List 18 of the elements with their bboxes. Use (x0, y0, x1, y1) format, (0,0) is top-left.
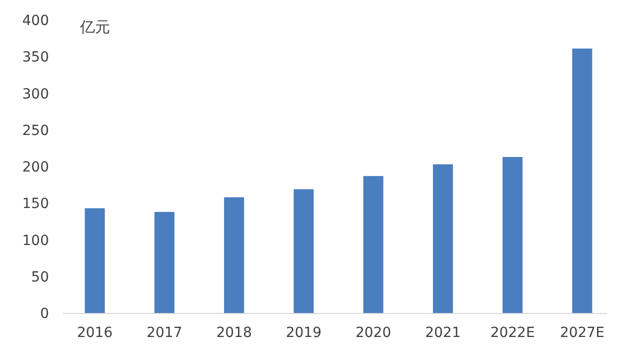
y-tick-label: 400 (22, 13, 49, 29)
y-tick-label: 300 (22, 86, 49, 102)
y-tick-label: 100 (22, 232, 49, 249)
y-tick-label: 0 (40, 306, 49, 322)
x-tick-label: 2022E (490, 325, 535, 341)
x-tick-label: 2021 (425, 325, 461, 341)
y-tick-label: 250 (22, 122, 49, 139)
y-tick-label: 350 (22, 50, 49, 66)
x-tick-label: 2016 (76, 325, 113, 341)
x-tick-label: 2019 (286, 325, 322, 341)
y-axis-title: 亿元 (79, 18, 110, 36)
x-tick-label: 2020 (355, 325, 392, 341)
y-tick-label: 150 (22, 196, 49, 212)
y-tick-label: 50 (31, 269, 49, 286)
x-tick-label: 2027E (560, 325, 604, 341)
x-tick-label: 2018 (216, 325, 252, 341)
y-tick-label: 200 (22, 160, 49, 176)
x-tick-label: 2017 (146, 325, 182, 341)
